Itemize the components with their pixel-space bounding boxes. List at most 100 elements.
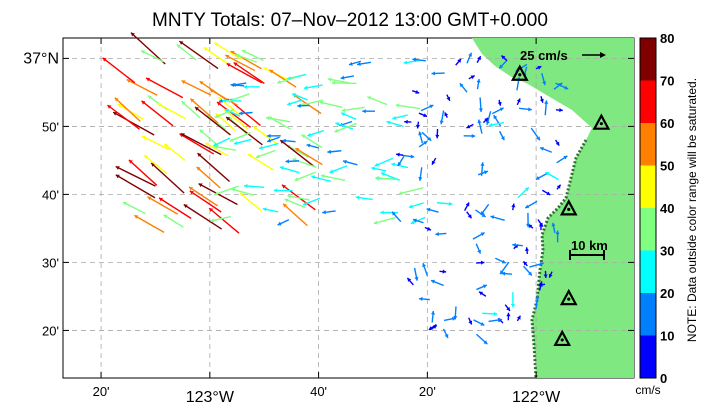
current-vector-head [142,135,147,140]
current-vector-head [180,133,185,137]
lon-label: 20' [93,384,110,399]
radar-station-marker [510,64,529,81]
current-vector [143,154,168,174]
current-vector-head [375,175,380,181]
current-vector-head [442,269,447,274]
current-vector-head [415,90,420,94]
current-vector-head [181,101,186,106]
current-vector-head [422,263,427,268]
current-vector-head [380,172,385,177]
current-vector-head [144,155,149,160]
current-vector-head [501,271,506,276]
current-vector-head [558,82,563,87]
current-vector-head [482,284,487,289]
current-vector-head [209,208,214,212]
current-vector-head [538,223,544,227]
current-vector-head [259,145,263,150]
current-vector-head [319,100,324,105]
current-vector [225,116,263,146]
current-vector-head [524,187,529,192]
current-vector-head [466,124,471,129]
current-vector-head [430,310,436,315]
current-vector-head [528,224,533,229]
current-vector-head [107,105,112,109]
current-vector-head [198,183,203,188]
current-vector-head [408,204,413,209]
current-vector-head [431,160,436,165]
current-vector [300,99,324,106]
current-vector-head [115,174,120,179]
current-vector-head [122,201,127,206]
current-vector-head [539,98,544,103]
current-vector-head [295,148,300,152]
current-vector-head [497,101,502,106]
current-vector [277,76,299,84]
current-vector-head [115,166,120,170]
current-vector [208,207,240,234]
current-vector [235,54,257,63]
current-vector-head [537,65,542,70]
current-vector-head [544,100,549,104]
current-vector-head [273,188,278,193]
current-vector-head [418,131,423,136]
current-vector-head [179,41,184,45]
current-vector [197,152,230,183]
current-vector-head [181,80,186,84]
current-vector-head [229,137,234,142]
current-vector-head [284,198,289,203]
current-vector-head [391,162,396,167]
current-vector-head [243,84,248,89]
lon-label: 123°W [186,389,235,406]
current-vector-head [430,279,435,284]
current-vector [216,101,252,128]
current-vector [241,49,264,62]
current-vector-head [485,120,490,125]
current-vector-head [535,176,540,180]
current-vector-head [217,102,222,106]
radar-station-marker [559,199,578,216]
current-vector-head [141,100,146,105]
coast-shadow [530,139,588,379]
current-vector-head [225,54,230,59]
current-vectors [102,32,569,345]
current-vector-head [241,49,246,54]
current-vector-head [392,115,397,120]
current-vector-head [404,119,408,124]
current-vector [225,54,256,72]
current-vector [375,176,398,181]
current-vector-head [239,192,244,197]
current-vector-head [357,61,361,67]
radar-station-dot [599,122,603,126]
current-vector-head [340,75,345,80]
colorbar-tick-label: 10 [660,329,674,344]
current-vector-head [265,116,270,121]
current-vector-head [407,277,412,282]
current-vector-head [510,303,515,308]
current-vector-head [102,57,107,62]
current-vector-head [287,101,292,106]
land-area [472,38,634,378]
current-vector-head [255,154,260,159]
current-vector-head [195,107,199,111]
current-vector-head [396,152,400,157]
current-vector-head [563,155,568,160]
current-vector-head [392,211,396,216]
current-vector [141,135,171,151]
current-vector [163,214,184,228]
current-vector-head [199,81,204,85]
current-vector [231,188,255,196]
current-vector-head [341,108,346,113]
current-vector-head [373,220,378,225]
map-title: MNTY Totals: 07–Nov–2012 13:00 GMT+0.000 [152,10,548,31]
current-vector [107,104,140,130]
current-vector-head [548,273,553,278]
current-vector [179,133,215,155]
current-vector-head [410,154,415,159]
current-vector-head [453,315,458,320]
current-vector [150,162,185,194]
current-vector [180,132,222,156]
current-vector-head [431,71,436,76]
current-vector-head [141,50,146,54]
current-vector [115,174,156,199]
